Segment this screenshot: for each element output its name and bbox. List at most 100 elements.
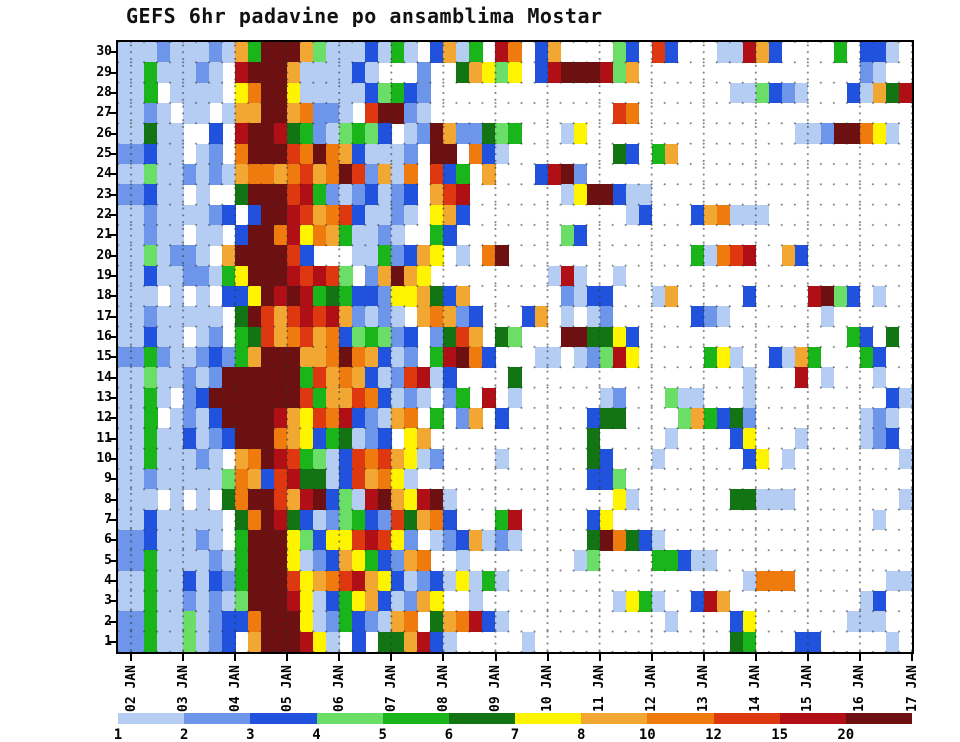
heatmap-cell	[365, 448, 379, 470]
heatmap-cell	[404, 611, 418, 633]
heatmap-cell	[560, 326, 575, 348]
heatmap-cell	[508, 387, 522, 409]
heatmap-cell	[287, 469, 301, 490]
heatmap-cell	[612, 42, 627, 63]
heatmap-cell	[573, 265, 588, 287]
heatmap-cell	[898, 570, 913, 592]
heatmap-cell	[300, 631, 314, 653]
heatmap-cell	[131, 591, 145, 612]
heatmap-cell	[313, 306, 327, 328]
y-axis-label: 30	[96, 44, 112, 60]
heatmap-cell	[131, 448, 145, 470]
heatmap-cell	[170, 631, 184, 653]
x-axis-tick	[858, 652, 861, 661]
heatmap-cell	[222, 347, 236, 368]
heatmap-cell	[222, 408, 236, 429]
heatmap-cell	[456, 387, 470, 409]
heatmap-cell	[872, 82, 887, 104]
heatmap-cell	[573, 550, 588, 572]
heatmap-cell	[378, 387, 392, 409]
heatmap-cell	[599, 62, 614, 84]
heatmap-cell	[430, 611, 444, 633]
heatmap-cell	[183, 245, 197, 267]
heatmap-cell	[144, 631, 158, 653]
heatmap-cell	[365, 62, 379, 84]
heatmap-cell	[456, 245, 470, 267]
heatmap-cell	[443, 225, 457, 246]
heatmap-cell	[482, 570, 496, 592]
heatmap-cell	[755, 570, 770, 592]
heatmap-cell	[794, 347, 809, 368]
heatmap-cell	[196, 42, 210, 63]
heatmap-cell	[729, 245, 744, 267]
heatmap-plot	[116, 40, 914, 654]
heatmap-cell	[846, 123, 861, 145]
x-axis-label: 09 JAN	[488, 665, 503, 712]
heatmap-cell	[729, 408, 744, 429]
y-axis-tick	[109, 51, 118, 54]
heatmap-cell	[118, 469, 132, 490]
heatmap-cell	[651, 550, 666, 572]
colorbar-segment	[184, 713, 251, 724]
heatmap-cell	[209, 387, 223, 409]
heatmap-cell	[287, 164, 301, 185]
heatmap-cell	[443, 509, 457, 531]
heatmap-cell	[339, 62, 353, 84]
x-axis-tick	[442, 652, 445, 661]
heatmap-cell	[794, 428, 809, 450]
colorbar-label: 7	[510, 727, 520, 742]
y-axis-tick	[109, 457, 118, 460]
heatmap-cell	[222, 42, 236, 63]
heatmap-cell	[157, 631, 171, 653]
heatmap-cell	[378, 306, 392, 328]
heatmap-cell	[495, 42, 509, 63]
heatmap-cell	[755, 82, 770, 104]
heatmap-cell	[898, 448, 913, 470]
heatmap-cell	[430, 631, 444, 653]
heatmap-cell	[365, 570, 379, 592]
heatmap-cell	[118, 164, 132, 185]
heatmap-cell	[443, 164, 457, 185]
y-axis-tick	[109, 234, 118, 237]
heatmap-cell	[222, 245, 236, 267]
heatmap-cell	[157, 509, 171, 531]
heatmap-cell	[261, 225, 275, 246]
heatmap-cell	[469, 570, 483, 592]
heatmap-cell	[170, 611, 184, 633]
heatmap-cell	[482, 530, 496, 551]
heatmap-cell	[170, 62, 184, 84]
heatmap-cell	[183, 631, 197, 653]
heatmap-cell	[248, 62, 262, 84]
heatmap-cell	[560, 164, 575, 185]
y-axis-label: 2	[104, 613, 112, 629]
heatmap-cell	[313, 611, 327, 633]
heatmap-cell	[300, 42, 314, 63]
heatmap-cell	[443, 123, 457, 145]
y-axis-label: 21	[96, 227, 112, 243]
heatmap-cell	[404, 286, 418, 307]
heatmap-cell	[742, 611, 757, 633]
heatmap-cell	[131, 42, 145, 63]
heatmap-cell	[183, 550, 197, 572]
heatmap-cell	[183, 428, 197, 450]
heatmap-cell	[183, 367, 197, 389]
heatmap-cell	[235, 489, 249, 511]
heatmap-cell	[300, 245, 314, 267]
heatmap-cell	[443, 530, 457, 551]
heatmap-cell	[118, 245, 132, 267]
heatmap-cell	[625, 143, 640, 165]
heatmap-cell	[183, 103, 197, 124]
heatmap-cell	[261, 347, 275, 368]
heatmap-cell	[248, 347, 262, 368]
y-axis-label: 3	[104, 593, 112, 609]
colorbar-label: 4	[312, 727, 321, 742]
heatmap-cell	[859, 408, 874, 429]
heatmap-cell	[833, 42, 848, 63]
heatmap-cell	[248, 428, 262, 450]
heatmap-cell	[157, 469, 171, 490]
heatmap-cell	[612, 265, 627, 287]
heatmap-cell	[235, 164, 249, 185]
heatmap-cell	[430, 347, 444, 368]
heatmap-cell	[144, 408, 158, 429]
heatmap-cell	[859, 62, 874, 84]
